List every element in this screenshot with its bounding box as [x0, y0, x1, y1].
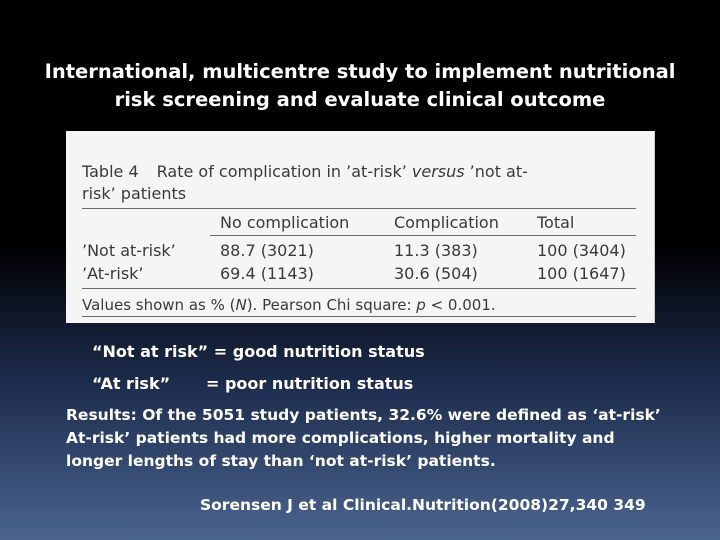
title-line-2: risk screening and evaluate clinical out…: [114, 88, 606, 111]
row-label-not-at-risk: ’Not at-risk’: [82, 241, 176, 260]
table-rule-top: [82, 208, 636, 209]
footnote-text: Values shown as % (: [82, 296, 236, 314]
cell-not-at-risk-no-complication: 88.7 (3021): [220, 241, 314, 260]
table-rule-footer: [82, 316, 636, 317]
definition-at-risk: “At risk” = poor nutrition status: [92, 374, 413, 393]
footnote-text-mid: ). Pearson Chi square:: [246, 296, 417, 314]
definition-term: “At risk”: [92, 374, 171, 393]
table-rule-bottom: [82, 288, 636, 289]
cell-not-at-risk-total: 100 (3404): [537, 241, 626, 260]
complication-table: Table 4 Rate of complication in ’at-risk’…: [66, 131, 655, 323]
header-complication: Complication: [394, 213, 499, 232]
cell-at-risk-no-complication: 69.4 (1143): [220, 264, 314, 283]
definition-meaning: = good nutrition status: [213, 342, 425, 361]
footnote-p: p: [416, 296, 426, 314]
table-caption-label: Table 4: [82, 162, 139, 181]
footnote-n: N: [235, 296, 247, 314]
table-footnote: Values shown as % (N). Pearson Chi squar…: [82, 296, 496, 314]
title-line-1: International, multicentre study to impl…: [44, 60, 676, 83]
results-text: Results: Of the 5051 study patients, 32.…: [66, 406, 661, 470]
table-caption-line-2: risk’ patients: [82, 184, 187, 203]
row-label-at-risk: ’At-risk’: [82, 264, 144, 283]
table-caption-text-end: ’not at-: [464, 162, 528, 181]
table-rule-header: [210, 235, 636, 236]
cell-not-at-risk-complication: 11.3 (383): [394, 241, 478, 260]
header-no-complication: No complication: [220, 213, 350, 232]
definition-meaning: = poor nutrition status: [206, 374, 414, 393]
citation: Sorensen J et al Clinical.Nutrition(2008…: [200, 496, 646, 514]
table-caption-text: Rate of complication in ’at-risk’: [156, 162, 412, 181]
header-total: Total: [537, 213, 575, 232]
cell-at-risk-complication: 30.6 (504): [394, 264, 478, 283]
definition-not-at-risk: “Not at risk” = good nutrition status: [92, 342, 425, 361]
cell-at-risk-total: 100 (1647): [537, 264, 626, 283]
table-caption: Table 4 Rate of complication in ’at-risk’…: [82, 161, 642, 205]
definition-term: “Not at risk”: [92, 342, 209, 361]
slide-title: International, multicentre study to impl…: [0, 58, 720, 114]
footnote-text-end: < 0.001.: [425, 296, 496, 314]
table-caption-versus: versus: [411, 162, 465, 181]
